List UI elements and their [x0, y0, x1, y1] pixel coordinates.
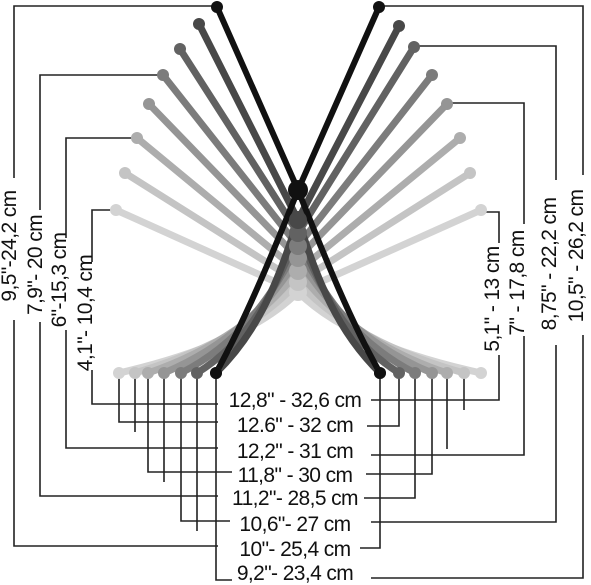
leader-line — [147, 373, 232, 473]
tool-knob — [174, 43, 186, 55]
tool-knob — [119, 167, 131, 179]
leader-line — [371, 355, 500, 401]
bottom-size-label: 12.6" - 32 cm — [237, 414, 353, 437]
tool-stick — [159, 71, 302, 250]
leader-line — [91, 370, 218, 405]
leader-line — [371, 345, 557, 523]
tool-knob — [393, 367, 405, 379]
tool-knob — [129, 367, 141, 379]
tool-knob — [175, 367, 187, 379]
leader-line — [39, 322, 218, 497]
tool-knob — [464, 167, 476, 179]
tool-knob — [374, 367, 386, 379]
left-size-labels: 4,1"- 10,4 cm 6"-15,3 cm 7,9"- 20 cm 9,5… — [0, 190, 97, 371]
right-size-labels: 5,1" - 13 cm 7" - 17,8 cm 8,75" - 22,2 c… — [481, 190, 588, 352]
tool-knob — [393, 20, 405, 32]
bottom-size-label: 12,2" - 31 cm — [237, 440, 353, 463]
leader-lines — [13, 5, 584, 581]
tool-knob — [158, 367, 170, 379]
tool-knob — [110, 204, 122, 216]
tool-stick — [294, 100, 451, 262]
leader-line — [215, 373, 232, 581]
tool-knob — [157, 69, 169, 81]
tool-knob — [475, 204, 487, 216]
tool-knob — [210, 367, 222, 379]
leader-line — [366, 373, 433, 475]
right-size-label: 8,75" - 22,2 cm — [538, 198, 561, 331]
tool-stick — [214, 4, 301, 193]
tool-knob — [426, 367, 438, 379]
tool-stick — [294, 22, 403, 224]
tool-knob — [191, 367, 203, 379]
leader-line — [65, 330, 218, 449]
tool-stick — [176, 45, 302, 237]
leader-line — [13, 5, 213, 178]
right-size-label: 5,1" - 13 cm — [481, 246, 504, 351]
tool-strand — [213, 187, 301, 376]
bottom-size-label: 10,6"- 27 cm — [239, 513, 350, 536]
tool-stick — [195, 20, 302, 224]
tool-knob — [475, 367, 487, 379]
hub-joint — [288, 180, 308, 200]
tool-strand — [295, 187, 383, 376]
bottom-size-label: 11,8" - 30 cm — [238, 464, 353, 487]
left-size-label: 7,9"- 20 cm — [24, 215, 47, 315]
tool-knob — [373, 1, 385, 13]
leader-line — [414, 45, 557, 180]
tool-knob — [131, 132, 143, 144]
tool-knob — [142, 367, 154, 379]
tool-knob — [408, 41, 420, 53]
tool-stick — [294, 71, 436, 250]
hub-joint — [289, 262, 307, 280]
bottom-size-label: 12,8" - 32,6 cm — [229, 389, 362, 412]
tool-knob — [458, 367, 470, 379]
leader-line — [13, 320, 218, 547]
tool-stick — [295, 4, 382, 193]
hub-joint — [289, 224, 307, 242]
leader-line — [364, 373, 416, 499]
leader-line — [447, 102, 525, 224]
tool-stick — [294, 206, 485, 296]
leader-line — [367, 373, 400, 427]
tool-knob — [426, 69, 438, 81]
tool-knob — [193, 18, 205, 30]
bottom-size-label: 9,2"- 23,4 cm — [237, 562, 353, 585]
leader-line — [39, 74, 163, 210]
bottom-size-label: 10"- 25,4 cm — [239, 538, 350, 561]
tool-strokes — [110, 1, 487, 379]
bottom-size-label: 11,2"- 28,5 cm — [232, 487, 358, 510]
right-size-label: 10,5" - 26,2 cm — [565, 190, 588, 323]
tool-stick — [294, 43, 418, 237]
leader-line — [371, 336, 525, 456]
tool-knob — [454, 132, 466, 144]
left-size-label: 4,1"- 10,4 cm — [74, 255, 97, 371]
leader-line — [371, 335, 584, 579]
leader-line — [380, 5, 584, 175]
tool-stick — [112, 206, 302, 296]
tool-stick — [145, 100, 302, 262]
left-size-label: 6"-15,3 cm — [48, 232, 71, 327]
tool-knob — [113, 367, 125, 379]
right-size-label: 7" - 17,8 cm — [506, 230, 529, 335]
tool-knob — [143, 98, 155, 110]
leader-line — [360, 373, 381, 549]
leader-line — [91, 209, 116, 262]
leader-line — [180, 373, 230, 522]
tool-knob — [409, 367, 421, 379]
hub-joint — [289, 211, 307, 229]
tool-knob — [211, 1, 223, 13]
hub-joint — [289, 237, 307, 255]
tool-knob — [441, 367, 453, 379]
leader-line — [65, 137, 137, 238]
leader-line — [481, 211, 500, 243]
bottom-size-labels: 12,8" - 32,6 cm 12.6" - 32 cm 12,2" - 31… — [229, 389, 362, 585]
left-size-label: 9,5"-24,2 cm — [0, 190, 21, 301]
leader-line — [118, 373, 218, 423]
tool-knob — [441, 98, 453, 110]
